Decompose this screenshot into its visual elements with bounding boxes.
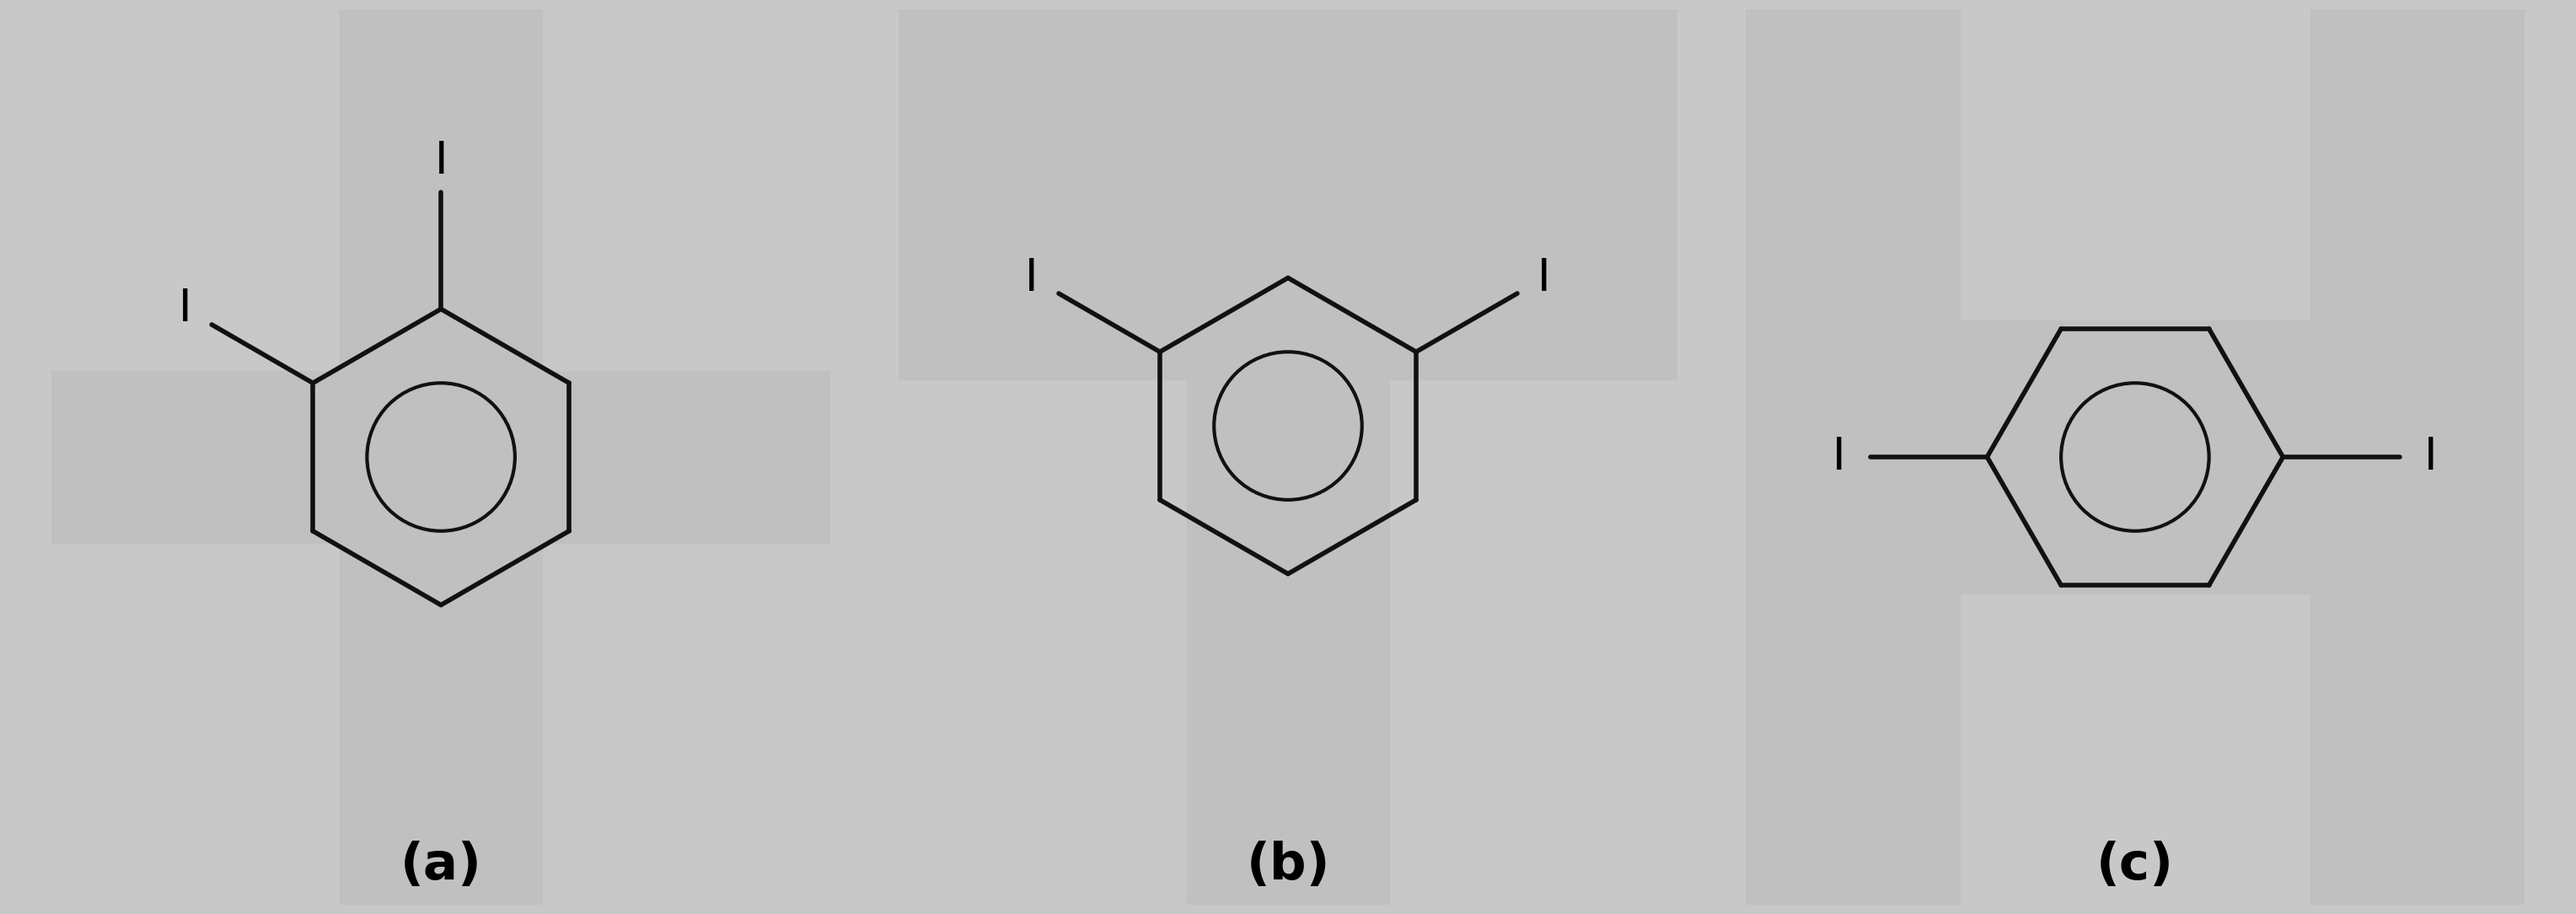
Bar xyxy=(340,9,541,905)
Text: I: I xyxy=(2424,435,2437,479)
Text: I: I xyxy=(178,287,191,331)
Bar xyxy=(2311,9,2524,321)
Text: I: I xyxy=(1832,435,1844,479)
Text: I: I xyxy=(1538,256,1551,300)
Text: (b): (b) xyxy=(1247,841,1329,891)
Bar xyxy=(52,371,829,543)
Text: I: I xyxy=(435,139,448,183)
Text: (c): (c) xyxy=(2097,841,2174,891)
Bar xyxy=(1188,371,1388,905)
Bar xyxy=(899,9,1677,379)
Bar xyxy=(1747,593,1960,905)
Bar xyxy=(1747,321,2524,593)
Text: (a): (a) xyxy=(399,841,482,891)
Text: I: I xyxy=(1025,256,1038,300)
Bar xyxy=(1747,9,1960,321)
Bar xyxy=(2311,593,2524,905)
